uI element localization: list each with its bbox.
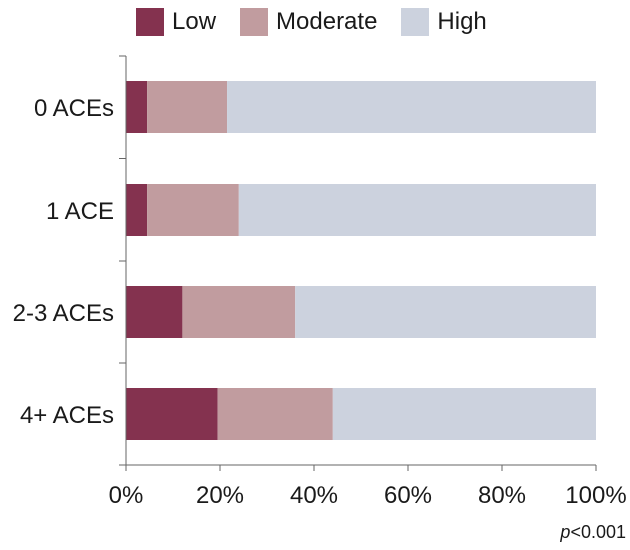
category-label-0: 0 ACEs <box>34 95 114 122</box>
bar-low-0 <box>126 81 148 133</box>
p-value: <0.001 <box>570 522 626 542</box>
legend-label-high: High <box>437 8 487 35</box>
legend-swatch-moderate <box>240 8 269 36</box>
x-tick-label-1: 20% <box>196 482 244 509</box>
bar-high-1 <box>238 184 597 236</box>
bar-low-3 <box>126 388 218 440</box>
legend-item-low: Low <box>136 8 216 36</box>
chart-legend: Low Moderate High <box>136 4 511 40</box>
bar-low-2 <box>126 286 183 338</box>
category-label-3: 4+ ACEs <box>20 402 114 429</box>
bar-high-2 <box>295 286 596 338</box>
category-label-2: 2-3 ACEs <box>13 300 114 327</box>
p-symbol: p <box>560 522 571 542</box>
bar-moderate-2 <box>182 286 296 338</box>
p-value-note: p<0.001 <box>560 522 626 543</box>
bar-high-3 <box>332 388 596 440</box>
bar-moderate-3 <box>217 388 333 440</box>
category-label-1: 1 ACE <box>46 198 114 225</box>
legend-item-high: High <box>401 8 487 36</box>
legend-swatch-high <box>401 8 430 36</box>
bar-low-1 <box>126 184 148 236</box>
bar-moderate-1 <box>147 184 239 236</box>
legend-item-moderate: Moderate <box>240 8 377 36</box>
x-tick-label-0: 0% <box>109 482 144 509</box>
legend-label-moderate: Moderate <box>276 8 378 35</box>
x-tick-label-2: 40% <box>290 482 338 509</box>
x-tick-label-3: 60% <box>384 482 432 509</box>
x-tick-label-5: 100% <box>565 482 626 509</box>
legend-swatch-low <box>136 8 164 36</box>
legend-label-low: Low <box>172 8 217 35</box>
bar-high-0 <box>227 81 597 133</box>
x-tick-label-4: 80% <box>478 482 526 509</box>
bar-moderate-0 <box>147 81 228 133</box>
